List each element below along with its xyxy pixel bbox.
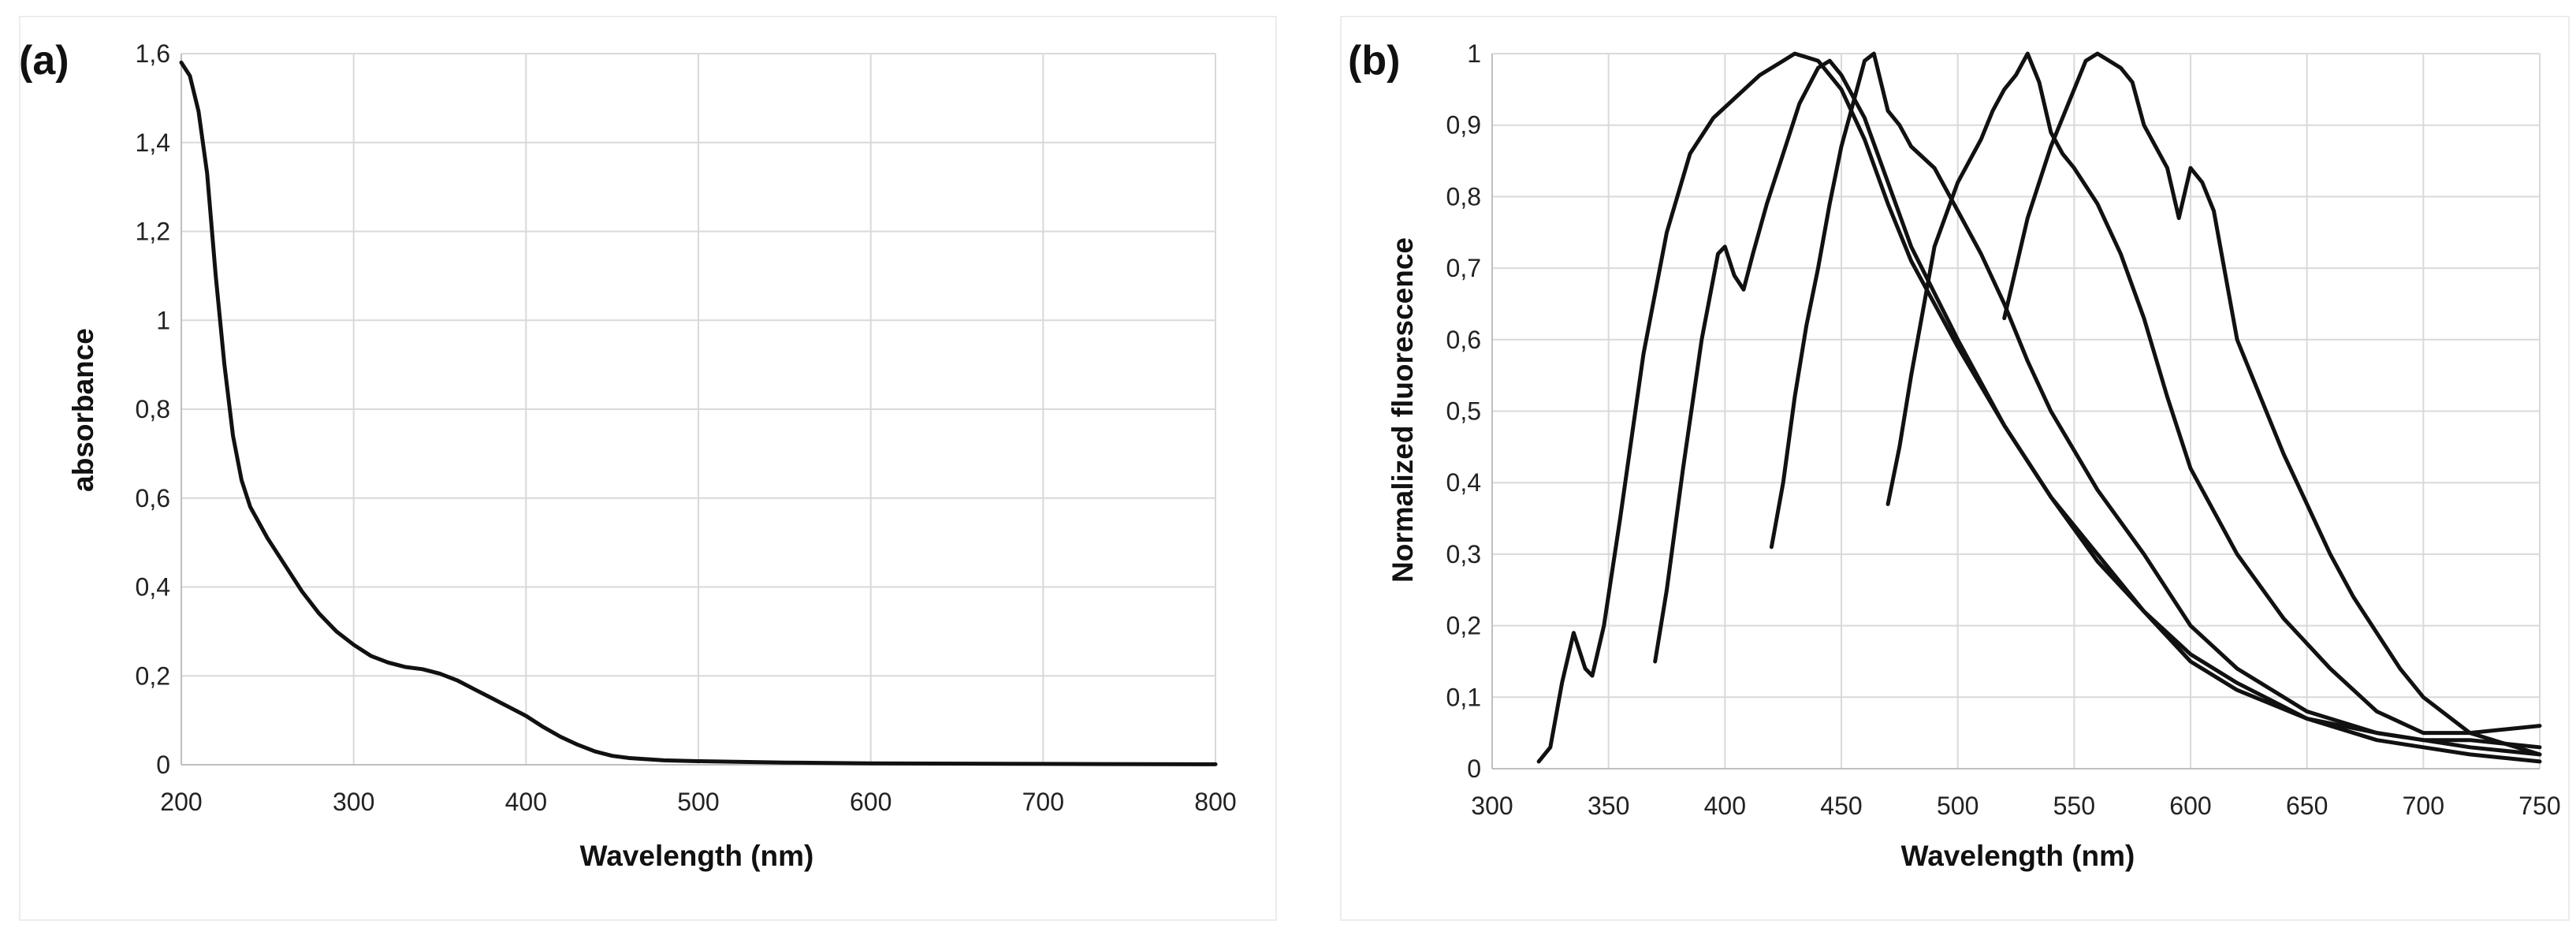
panel-a-x-tick-labels: 200 300 400 500 600 700 800 xyxy=(160,788,1236,816)
panel-b-y-tick-label: 1 xyxy=(1467,39,1481,68)
panel-a-x-tick-label: 800 xyxy=(1194,788,1236,816)
panel-a-x-tick-label: 400 xyxy=(505,788,547,816)
panel-a-gridlines xyxy=(181,53,1216,766)
panel-a-y-tick-labels: 0 0,2 0,4 0,6 0,8 1 1,2 1,4 1,6 xyxy=(136,39,170,779)
panel-b-y-tick-label: 0,8 xyxy=(1446,182,1481,211)
chart-panel-a: 200 300 400 500 600 700 800 0 0,2 0,4 0,6 0,8 1 1,2 1… xyxy=(19,38,1237,872)
panel-a-label: (a) xyxy=(19,38,69,84)
panel-a-x-tick-label: 300 xyxy=(333,788,374,816)
panel-b-label: (b) xyxy=(1348,38,1400,84)
panel-a-x-tick-label: 200 xyxy=(160,788,202,816)
panel-b-x-tick-label: 700 xyxy=(2403,792,2444,820)
panel-b-x-tick-label: 500 xyxy=(1937,792,1979,820)
panel-b-x-axis-title: Wavelength (nm) xyxy=(1901,840,2135,872)
panel-a-y-tick-label: 0,6 xyxy=(136,484,170,512)
panel-a-x-tick-label: 500 xyxy=(677,788,719,816)
panel-b-x-tick-labels: 300 350 400 450 500 550 600 650 700 750 xyxy=(1471,792,2560,820)
panel-a-y-tick-label: 0,4 xyxy=(136,573,170,602)
panel-b-y-tick-label: 0,4 xyxy=(1446,468,1481,497)
panel-b-x-tick-label: 550 xyxy=(2053,792,2095,820)
panel-b-y-tick-label: 0 xyxy=(1467,755,1481,783)
panel-a-y-axis-title: absorbance xyxy=(67,328,99,492)
panel-a-y-tick-label: 1,4 xyxy=(136,129,170,157)
panel-b-y-tick-label: 0,6 xyxy=(1446,326,1481,354)
panel-b-y-axis-title: Normalized fluorescence xyxy=(1387,237,1419,583)
panel-a-x-tick-label: 700 xyxy=(1022,788,1064,816)
panel-a-y-tick-label: 1,6 xyxy=(136,39,170,68)
panel-b-y-tick-label: 0,5 xyxy=(1446,397,1481,426)
panel-b-x-tick-label: 300 xyxy=(1471,792,1513,820)
panel-b-series-line-4 xyxy=(1885,51,2542,736)
panel-a-y-tick-label: 1 xyxy=(156,306,170,334)
panel-b-series-line-5 xyxy=(2002,51,2542,757)
panel-b-series-line-1 xyxy=(1536,51,2542,764)
panel-b-x-tick-label: 650 xyxy=(2286,792,2328,820)
panel-a-x-tick-label: 600 xyxy=(850,788,892,816)
panel-b-y-tick-label: 0,2 xyxy=(1446,612,1481,640)
panel-b-series xyxy=(1536,51,2542,764)
panel-a-series-line-1 xyxy=(179,60,1218,766)
panel-b-y-tick-label: 0,1 xyxy=(1446,683,1481,711)
panel-b-y-tick-label: 0,9 xyxy=(1446,111,1481,140)
panel-a-y-tick-label: 0 xyxy=(156,751,170,779)
panel-b-x-tick-label: 450 xyxy=(1820,792,1862,820)
panel-b-x-tick-label: 750 xyxy=(2518,792,2560,820)
panel-b-x-tick-label: 600 xyxy=(2169,792,2211,820)
panel-b-y-tick-label: 0,7 xyxy=(1446,254,1481,282)
panel-b-series-line-2 xyxy=(1653,58,2542,757)
panel-a-x-axis-title: Wavelength (nm) xyxy=(580,840,814,872)
panel-a-y-tick-label: 1,2 xyxy=(136,218,170,246)
panel-b-y-tick-label: 0,3 xyxy=(1446,540,1481,568)
panel-a-y-tick-label: 0,2 xyxy=(136,661,170,690)
panel-b-series-line-3 xyxy=(1769,51,2542,750)
panel-b-gridlines xyxy=(1491,53,2541,769)
panel-a-series xyxy=(179,60,1218,766)
panel-a-y-tick-label: 0,8 xyxy=(136,395,170,423)
panel-b-y-tick-labels: 0 0,1 0,2 0,3 0,4 0,5 0,6 0,7 0,8 0,9 1 xyxy=(1446,39,1481,783)
panel-b-x-tick-label: 400 xyxy=(1704,792,1746,820)
panel-b-x-tick-label: 350 xyxy=(1588,792,1629,820)
chart-panel-b-frame xyxy=(1340,16,2570,921)
chart-panel-b: 300 350 400 450 500 550 600 650 700 750 0 0,1 0,2 0,… xyxy=(1348,38,2561,872)
chart-panel-a-frame xyxy=(19,16,1277,921)
